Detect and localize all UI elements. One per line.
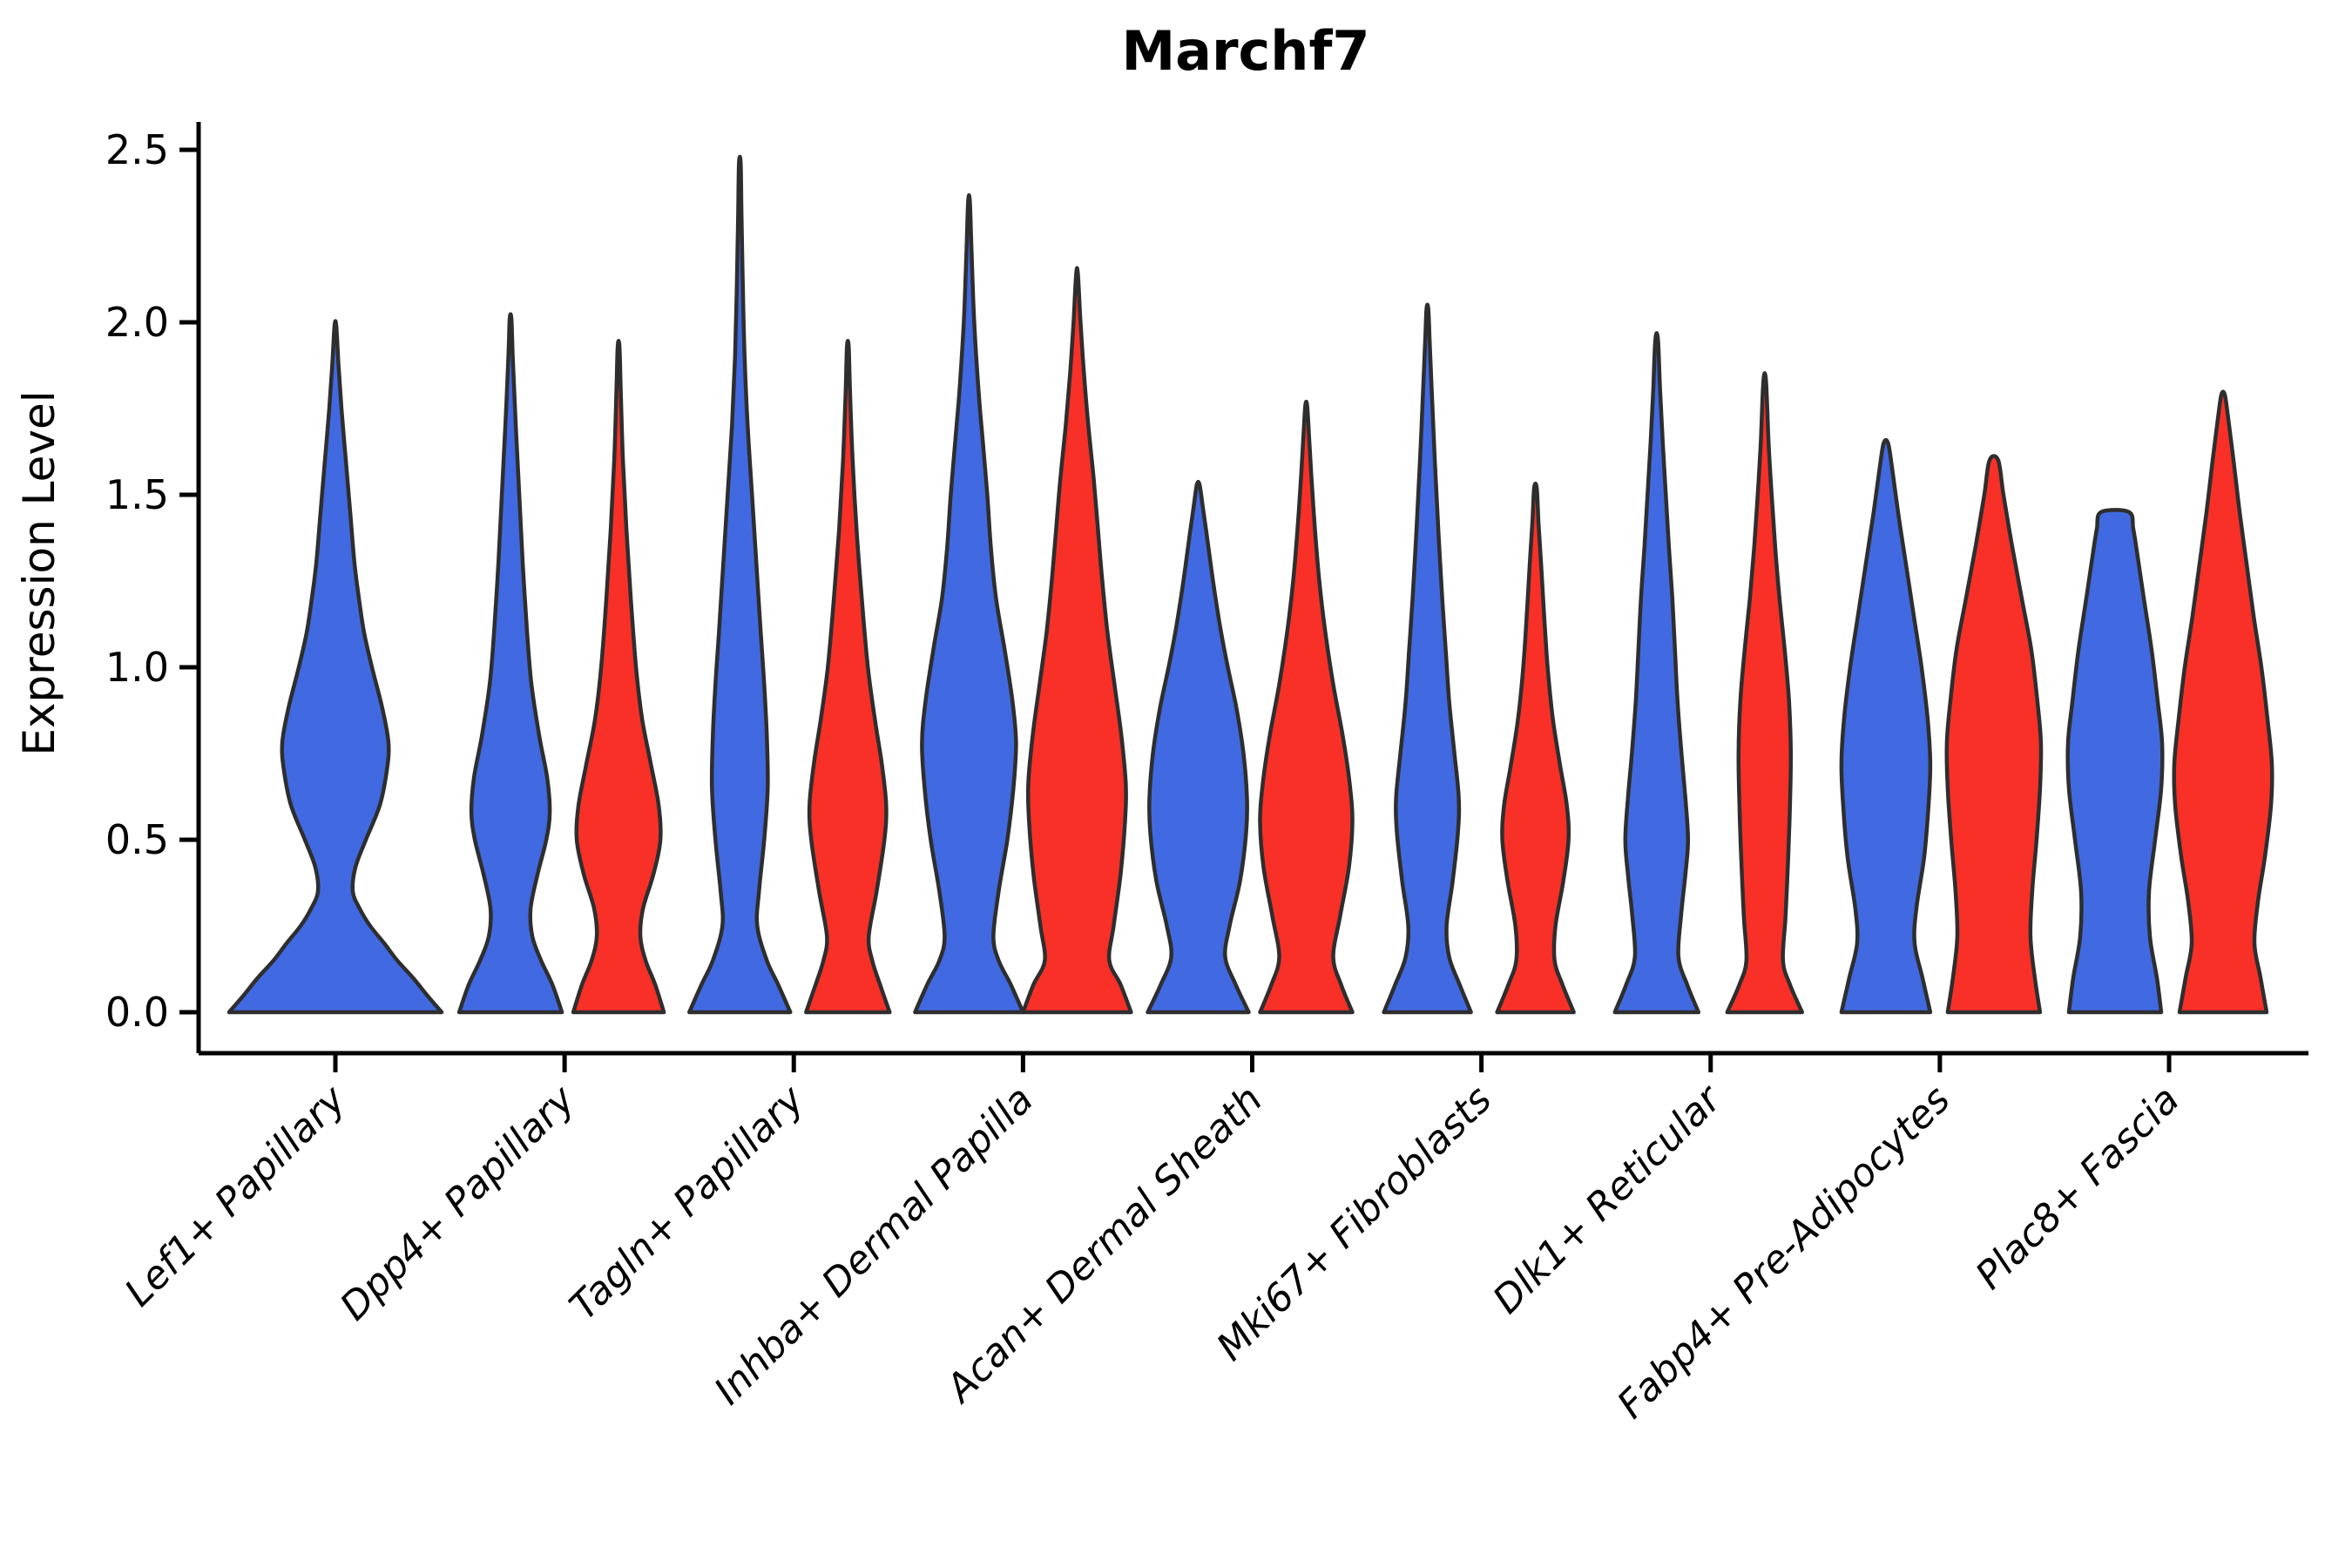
y-tick-label: 2.5 xyxy=(105,126,169,173)
violin-red-Dpp4+ xyxy=(571,339,666,1015)
violin-red-Acan+ xyxy=(1258,399,1355,1015)
violin-blue-Acan+ xyxy=(1146,479,1251,1015)
violin-blue-Mki67+ xyxy=(1382,302,1473,1015)
violin-red-Fabp4+ xyxy=(1944,454,2044,1015)
y-tick-label: 2.0 xyxy=(105,299,169,346)
violin-red-Plac8+ xyxy=(2172,389,2274,1015)
y-tick-label: 1.0 xyxy=(105,644,169,691)
chart-title: Marchf7 xyxy=(1121,19,1369,83)
violin-red-Mki67+ xyxy=(1495,481,1576,1015)
y-axis-label: Expression Level xyxy=(14,390,64,755)
violin-blue-Lef1+ xyxy=(226,319,444,1015)
violin-blue-Inhba+ xyxy=(913,193,1025,1015)
violin-red-Tagln+ xyxy=(804,339,892,1015)
violin-blue-Plac8+ xyxy=(2065,508,2165,1015)
violin-blue-Fabp4+ xyxy=(1839,437,1933,1015)
violin-blue-Dlk1+ xyxy=(1612,331,1701,1015)
x-tick-label: Tagln+ Papillary xyxy=(561,1077,813,1328)
y-tick-label: 0.5 xyxy=(105,816,169,863)
violins-layer xyxy=(226,154,2274,1015)
violin-red-Inhba+ xyxy=(1021,266,1133,1015)
x-tick-label: Plac8+ Fascia xyxy=(1967,1078,2187,1298)
violin-red-Dlk1+ xyxy=(1725,371,1805,1015)
violin-blue-Tagln+ xyxy=(687,154,793,1015)
x-tick-label: Lef1+ Papillary xyxy=(117,1077,355,1315)
x-tick-label: Dlk1+ Reticular xyxy=(1484,1076,1731,1322)
y-tick-label: 0.0 xyxy=(105,989,169,1036)
x-tick-label: Dpp4+ Papillary xyxy=(332,1077,585,1329)
y-tick-label: 1.5 xyxy=(105,471,169,518)
violin-blue-Dpp4+ xyxy=(456,312,564,1015)
